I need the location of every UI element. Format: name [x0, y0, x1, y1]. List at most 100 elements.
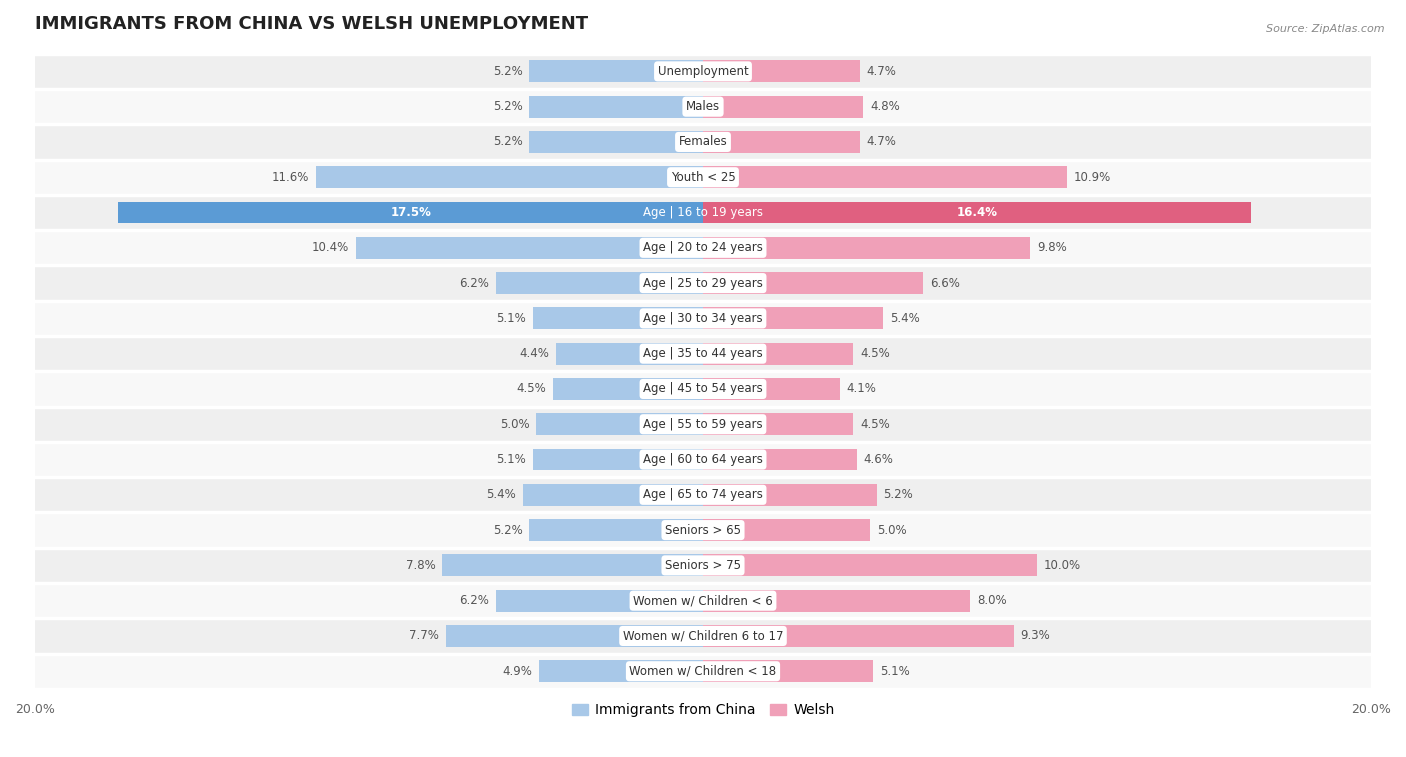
Text: 4.7%: 4.7%: [866, 65, 897, 78]
Text: 6.2%: 6.2%: [460, 594, 489, 607]
Bar: [35, 266, 1371, 301]
Text: 4.8%: 4.8%: [870, 100, 900, 113]
Bar: [496, 273, 703, 294]
Bar: [35, 653, 1371, 689]
Bar: [35, 372, 1371, 407]
Text: Women w/ Children 6 to 17: Women w/ Children 6 to 17: [623, 630, 783, 643]
Bar: [35, 89, 1371, 124]
Text: 9.3%: 9.3%: [1021, 630, 1050, 643]
Text: 10.9%: 10.9%: [1074, 171, 1111, 184]
Text: 5.2%: 5.2%: [494, 136, 523, 148]
Text: 5.2%: 5.2%: [494, 100, 523, 113]
Bar: [529, 61, 703, 83]
Bar: [35, 336, 1371, 372]
Bar: [315, 167, 703, 188]
Text: 10.0%: 10.0%: [1043, 559, 1081, 572]
Text: 16.4%: 16.4%: [956, 206, 997, 219]
Text: 7.8%: 7.8%: [406, 559, 436, 572]
Legend: Immigrants from China, Welsh: Immigrants from China, Welsh: [567, 698, 839, 723]
Bar: [35, 407, 1371, 442]
Text: 7.7%: 7.7%: [409, 630, 439, 643]
Bar: [703, 307, 883, 329]
Text: Age | 16 to 19 years: Age | 16 to 19 years: [643, 206, 763, 219]
Bar: [35, 442, 1371, 477]
Text: 5.2%: 5.2%: [494, 65, 523, 78]
Bar: [529, 95, 703, 117]
Bar: [703, 237, 1031, 259]
Text: Age | 60 to 64 years: Age | 60 to 64 years: [643, 453, 763, 466]
Bar: [35, 195, 1371, 230]
Text: 6.6%: 6.6%: [931, 276, 960, 290]
Text: 10.4%: 10.4%: [312, 241, 349, 254]
Text: 4.7%: 4.7%: [866, 136, 897, 148]
Bar: [703, 625, 1014, 647]
Text: Youth < 25: Youth < 25: [671, 171, 735, 184]
Bar: [703, 95, 863, 117]
Text: 11.6%: 11.6%: [271, 171, 309, 184]
Bar: [703, 484, 877, 506]
Bar: [529, 131, 703, 153]
Text: IMMIGRANTS FROM CHINA VS WELSH UNEMPLOYMENT: IMMIGRANTS FROM CHINA VS WELSH UNEMPLOYM…: [35, 15, 588, 33]
Bar: [446, 625, 703, 647]
Text: 5.1%: 5.1%: [496, 453, 526, 466]
Text: 5.0%: 5.0%: [499, 418, 529, 431]
Text: Seniors > 65: Seniors > 65: [665, 524, 741, 537]
Bar: [443, 554, 703, 576]
Bar: [703, 449, 856, 470]
Text: Seniors > 75: Seniors > 75: [665, 559, 741, 572]
Bar: [703, 131, 860, 153]
Bar: [523, 484, 703, 506]
Bar: [555, 343, 703, 365]
Bar: [703, 590, 970, 612]
Bar: [35, 583, 1371, 618]
Text: 6.2%: 6.2%: [460, 276, 489, 290]
Bar: [35, 230, 1371, 266]
Text: Age | 25 to 29 years: Age | 25 to 29 years: [643, 276, 763, 290]
Text: Women w/ Children < 6: Women w/ Children < 6: [633, 594, 773, 607]
Text: 4.4%: 4.4%: [519, 347, 550, 360]
Text: 8.0%: 8.0%: [977, 594, 1007, 607]
Text: Unemployment: Unemployment: [658, 65, 748, 78]
Bar: [496, 590, 703, 612]
Bar: [533, 307, 703, 329]
Text: Source: ZipAtlas.com: Source: ZipAtlas.com: [1267, 24, 1385, 34]
Text: Age | 55 to 59 years: Age | 55 to 59 years: [643, 418, 763, 431]
Bar: [35, 477, 1371, 512]
Bar: [35, 160, 1371, 195]
Bar: [35, 54, 1371, 89]
Bar: [356, 237, 703, 259]
Bar: [536, 413, 703, 435]
Bar: [703, 554, 1038, 576]
Bar: [35, 301, 1371, 336]
Bar: [703, 273, 924, 294]
Bar: [703, 413, 853, 435]
Text: 17.5%: 17.5%: [391, 206, 432, 219]
Bar: [703, 343, 853, 365]
Text: 4.1%: 4.1%: [846, 382, 876, 395]
Text: 4.6%: 4.6%: [863, 453, 893, 466]
Text: Women w/ Children < 18: Women w/ Children < 18: [630, 665, 776, 678]
Bar: [703, 201, 1251, 223]
Text: 5.4%: 5.4%: [486, 488, 516, 501]
Bar: [540, 660, 703, 682]
Bar: [703, 519, 870, 541]
Bar: [35, 548, 1371, 583]
Bar: [703, 378, 839, 400]
Bar: [529, 519, 703, 541]
Text: Females: Females: [679, 136, 727, 148]
Bar: [35, 618, 1371, 653]
Text: 5.1%: 5.1%: [496, 312, 526, 325]
Text: 5.0%: 5.0%: [877, 524, 907, 537]
Bar: [703, 167, 1067, 188]
Text: Age | 30 to 34 years: Age | 30 to 34 years: [643, 312, 763, 325]
Text: 5.1%: 5.1%: [880, 665, 910, 678]
Text: 4.5%: 4.5%: [516, 382, 546, 395]
Bar: [35, 512, 1371, 548]
Bar: [35, 124, 1371, 160]
Text: Age | 20 to 24 years: Age | 20 to 24 years: [643, 241, 763, 254]
Text: 4.5%: 4.5%: [860, 418, 890, 431]
Bar: [553, 378, 703, 400]
Bar: [703, 61, 860, 83]
Text: Males: Males: [686, 100, 720, 113]
Bar: [118, 201, 703, 223]
